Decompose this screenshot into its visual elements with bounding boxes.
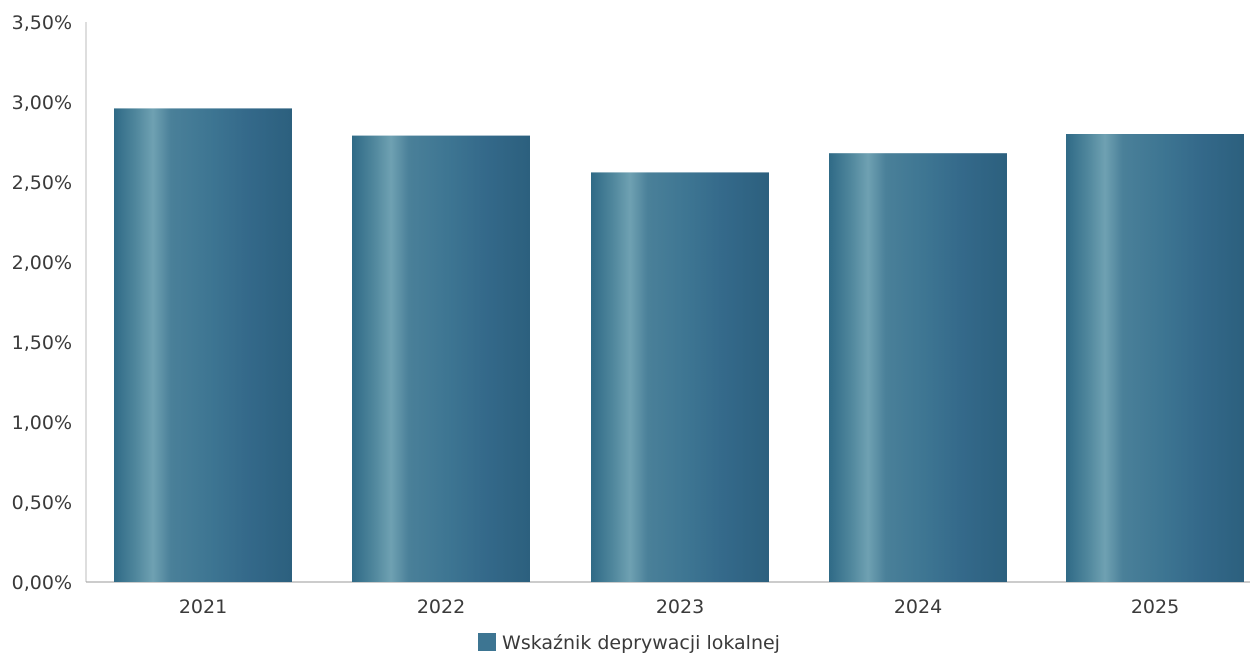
x-tick-label: 2025 bbox=[1131, 596, 1179, 618]
x-tick-label: 2022 bbox=[417, 596, 465, 618]
y-tick-label: 3,00% bbox=[12, 92, 72, 114]
x-tick-label: 2024 bbox=[894, 596, 942, 618]
bars bbox=[114, 108, 1244, 583]
bar-2022 bbox=[352, 135, 530, 582]
bar-2023 bbox=[591, 172, 769, 582]
x-tick-label: 2021 bbox=[179, 596, 227, 618]
y-tick-label: 2,00% bbox=[12, 252, 72, 274]
y-axis-ticks: 0,00% 0,50% 1,00% 1,50% 2,00% 2,50% 3,00% 3,50% bbox=[12, 12, 72, 594]
y-tick-label: 2,50% bbox=[12, 172, 72, 194]
y-tick-label: 0,50% bbox=[12, 492, 72, 514]
x-tick-label: 2023 bbox=[656, 596, 704, 618]
legend-label: Wskaźnik deprywacji lokalnej bbox=[502, 632, 780, 654]
y-tick-label: 3,50% bbox=[12, 12, 72, 34]
y-tick-label: 1,50% bbox=[12, 332, 72, 354]
y-tick-label: 0,00% bbox=[12, 572, 72, 594]
legend: Wskaźnik deprywacji lokalnej bbox=[0, 632, 1258, 654]
bar-2025 bbox=[1066, 134, 1244, 582]
y-tick-label: 1,00% bbox=[12, 412, 72, 434]
bar-2024 bbox=[829, 153, 1007, 582]
x-axis-ticks: 2021 2022 2023 2024 2025 bbox=[179, 596, 1179, 618]
legend-swatch bbox=[478, 633, 497, 651]
bar-2021 bbox=[114, 108, 292, 583]
